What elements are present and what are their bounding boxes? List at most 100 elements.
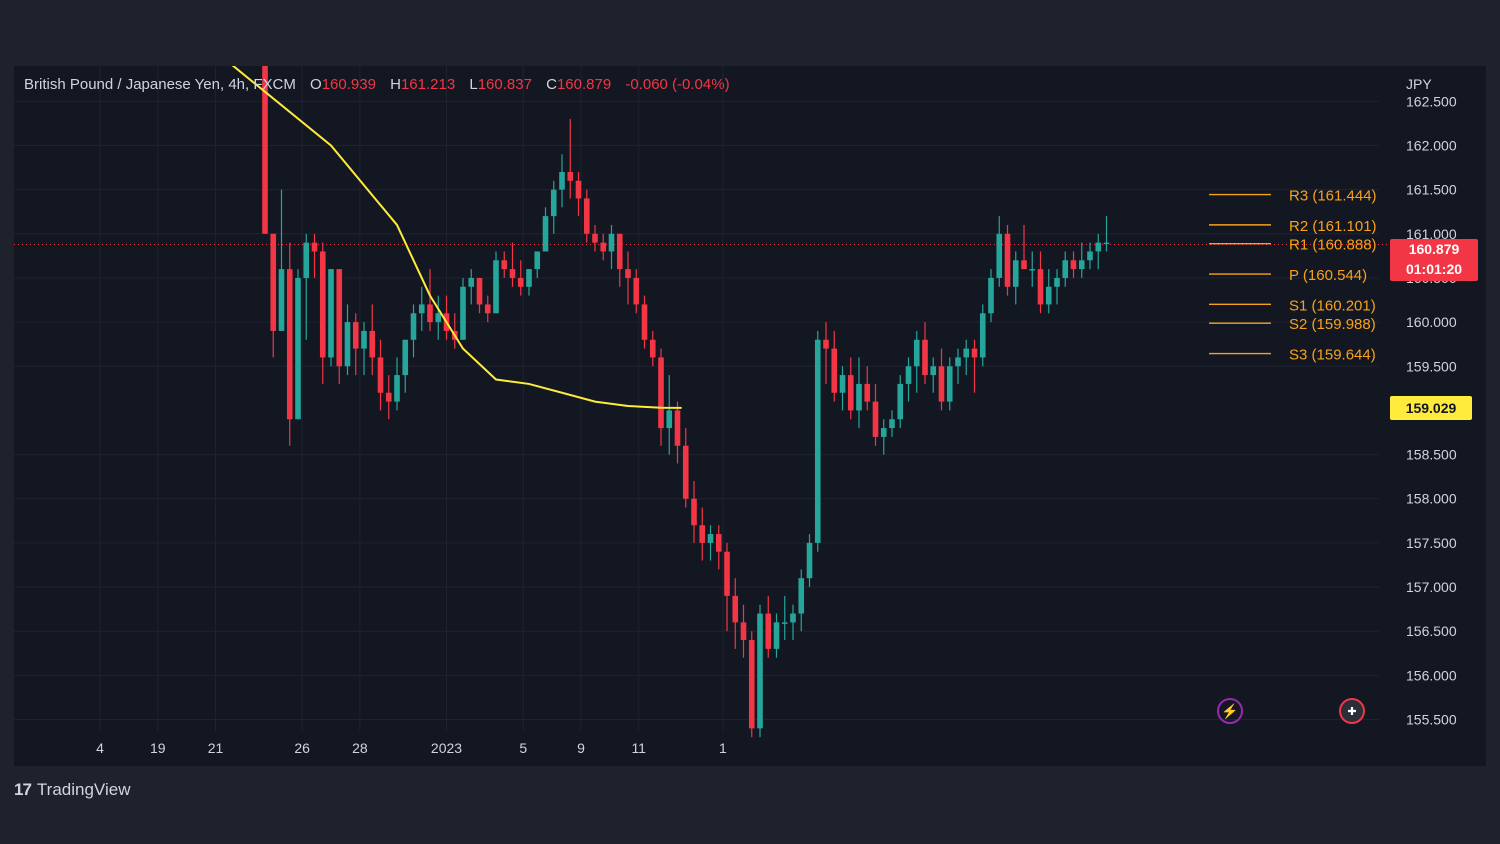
y-tick-label: 156.500 <box>1406 623 1457 639</box>
candle-body <box>946 366 953 402</box>
y-tick-label: 155.500 <box>1406 712 1457 728</box>
candle-body <box>344 322 351 367</box>
high-label: H <box>390 76 401 93</box>
x-tick-label: 9 <box>577 740 585 756</box>
x-tick-label: 26 <box>294 740 310 756</box>
candle-body <box>839 375 846 393</box>
candle-body <box>658 357 664 429</box>
candle-body <box>682 445 689 499</box>
candle-body <box>418 304 425 314</box>
pivot-label: S3 (159.644) <box>1289 347 1376 364</box>
candle-body <box>1045 286 1052 305</box>
candle-body <box>319 251 326 358</box>
candle-body <box>823 339 829 349</box>
candle-body <box>592 233 598 243</box>
candle-body <box>831 348 838 393</box>
candle-body <box>1095 242 1102 252</box>
x-tick-label: 19 <box>150 740 166 756</box>
currency-label: JPY <box>1406 76 1432 92</box>
candle-body <box>484 304 491 314</box>
candle-body <box>377 357 384 393</box>
tradingview-logo[interactable]: 17 TradingView <box>14 780 130 800</box>
candle-body <box>930 366 937 376</box>
y-tick-label: 157.000 <box>1406 579 1457 595</box>
lightning-icon[interactable]: ⚡ <box>1217 698 1243 724</box>
candle-body <box>394 375 400 402</box>
candle-body <box>1004 233 1011 287</box>
candle-body <box>633 277 640 305</box>
candle-body <box>476 277 483 305</box>
x-tick-label: 21 <box>208 740 224 756</box>
candle-body <box>303 242 310 278</box>
x-tick-label: 28 <box>352 740 368 756</box>
candle-body <box>988 277 994 314</box>
candle-body <box>460 286 466 340</box>
candle-body <box>996 233 1003 278</box>
candle-body <box>814 339 821 543</box>
candle-body <box>674 410 681 446</box>
candle-body <box>699 525 706 543</box>
candle-body <box>856 383 862 411</box>
price-chart[interactable]: 162.500162.000161.500161.000160.500160.0… <box>14 66 1486 766</box>
candle-body <box>608 233 615 252</box>
candle-body <box>649 339 656 358</box>
high-value: 161.213 <box>400 76 456 93</box>
candle-body <box>847 375 854 411</box>
candle-body <box>781 622 788 624</box>
candle-body <box>435 313 442 323</box>
y-tick-label: 162.500 <box>1406 93 1457 109</box>
moving-average-line <box>231 66 682 409</box>
x-tick-label: 2023 <box>431 740 462 756</box>
candle-body <box>1012 260 1019 287</box>
candle-body <box>922 339 928 376</box>
candle-body <box>691 498 697 526</box>
candle-body <box>880 428 887 437</box>
candle-body <box>402 339 409 376</box>
candle-body <box>666 410 673 429</box>
pivot-label: S2 (159.988) <box>1289 316 1376 333</box>
candle-body <box>864 383 871 402</box>
candle-body <box>641 304 648 340</box>
candle-body <box>427 304 433 323</box>
candle-body <box>336 269 343 367</box>
candle-body <box>963 348 970 358</box>
candle-body <box>707 534 714 543</box>
candle-body <box>509 269 516 278</box>
candle-body <box>790 613 796 623</box>
uk-flag-icon[interactable]: ✚ <box>1339 698 1365 724</box>
y-tick-label: 161.000 <box>1406 226 1457 242</box>
candle-body <box>905 366 912 384</box>
y-tick-label: 160.000 <box>1406 314 1457 330</box>
ma-price-tag: 159.029 <box>1390 396 1472 420</box>
close-label: C <box>546 76 557 93</box>
candle-body <box>270 233 277 331</box>
symbol-title[interactable]: British Pound / Japanese Yen, 4h, FXCM <box>24 76 296 93</box>
candle-body <box>559 171 565 190</box>
x-tick-label: 5 <box>519 740 527 756</box>
candle-body <box>1054 277 1060 287</box>
open-value: 160.939 <box>321 76 376 93</box>
candle-body <box>295 277 301 420</box>
x-tick-label: 4 <box>96 740 104 756</box>
y-tick-label: 157.500 <box>1406 535 1457 551</box>
candle-body <box>798 578 805 614</box>
candle-body <box>493 260 499 314</box>
last-price-tag: 160.879 01:01:20 <box>1390 239 1478 281</box>
candle-body <box>286 269 293 420</box>
candle-body <box>1029 269 1036 271</box>
candle-body <box>369 330 376 358</box>
candle-body <box>897 383 904 420</box>
tradingview-text: TradingView <box>36 780 131 799</box>
candle-body <box>1062 260 1069 278</box>
candle-body <box>971 348 978 358</box>
candle-body <box>1087 251 1093 261</box>
y-tick-label: 161.500 <box>1406 182 1457 198</box>
last-price-value: 160.879 <box>1408 241 1460 257</box>
y-tick-label: 162.000 <box>1406 137 1457 153</box>
candle-body <box>806 542 813 579</box>
candle-body <box>361 330 367 349</box>
chart-panel[interactable]: 162.500162.000161.500161.000160.500160.0… <box>14 66 1486 766</box>
candle-body <box>410 313 417 340</box>
candle-body <box>278 269 285 331</box>
candle-body <box>328 269 334 358</box>
